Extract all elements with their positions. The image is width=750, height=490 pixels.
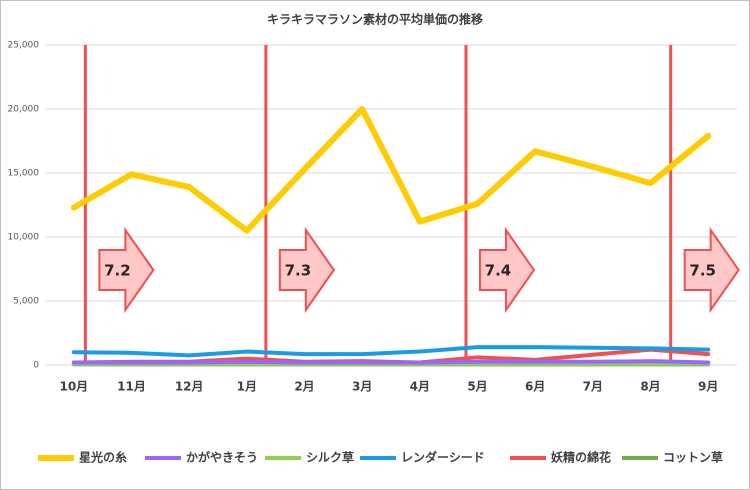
y-tick-label: 25,000 — [8, 41, 40, 51]
chart-title: キラキラマラソン素材の平均単価の推移 — [267, 12, 483, 27]
annotation: 7.3 — [285, 262, 312, 280]
annotation: 7.5 — [689, 262, 716, 280]
x-tick-label: 4月 — [410, 380, 430, 394]
legend-label: シルク草 — [306, 450, 354, 465]
x-tick-label: 1月 — [237, 380, 257, 394]
x-tick-label: 3月 — [352, 380, 372, 394]
annotation: 7.2 — [104, 262, 131, 280]
legend-label: かがやきそう — [186, 450, 258, 465]
x-tick-label: 5月 — [467, 380, 487, 394]
series-line — [71, 345, 711, 358]
arrow — [683, 226, 740, 314]
x-tick-label: 6月 — [525, 380, 545, 394]
series-line — [71, 359, 711, 365]
x-tick-label: 10月 — [59, 380, 88, 394]
arrow — [278, 226, 336, 314]
arrow — [98, 226, 155, 314]
legend-label: コットン草 — [663, 450, 723, 465]
x-tick-label: 8月 — [640, 380, 660, 394]
x-tick-label: 2月 — [294, 380, 314, 394]
x-tick-label: 9月 — [698, 380, 718, 394]
y-tick-label: 10,000 — [8, 233, 40, 243]
x-tick-label: 11月 — [117, 380, 146, 394]
legend-label: 妖精の綿花 — [551, 450, 611, 465]
y-tick-label: 0 — [33, 361, 39, 371]
y-tick-label: 15,000 — [8, 169, 40, 179]
series-line — [70, 106, 712, 234]
x-tick-label: 12月 — [175, 380, 204, 394]
arrow — [478, 226, 536, 314]
legend-label: 星光の糸 — [79, 450, 127, 465]
legend-label: レンダーシード — [401, 450, 485, 465]
y-tick-label: 5,000 — [13, 297, 39, 307]
y-tick-label: 20,000 — [8, 105, 40, 115]
annotation: 7.4 — [485, 262, 512, 280]
x-tick-label: 7月 — [583, 380, 603, 394]
